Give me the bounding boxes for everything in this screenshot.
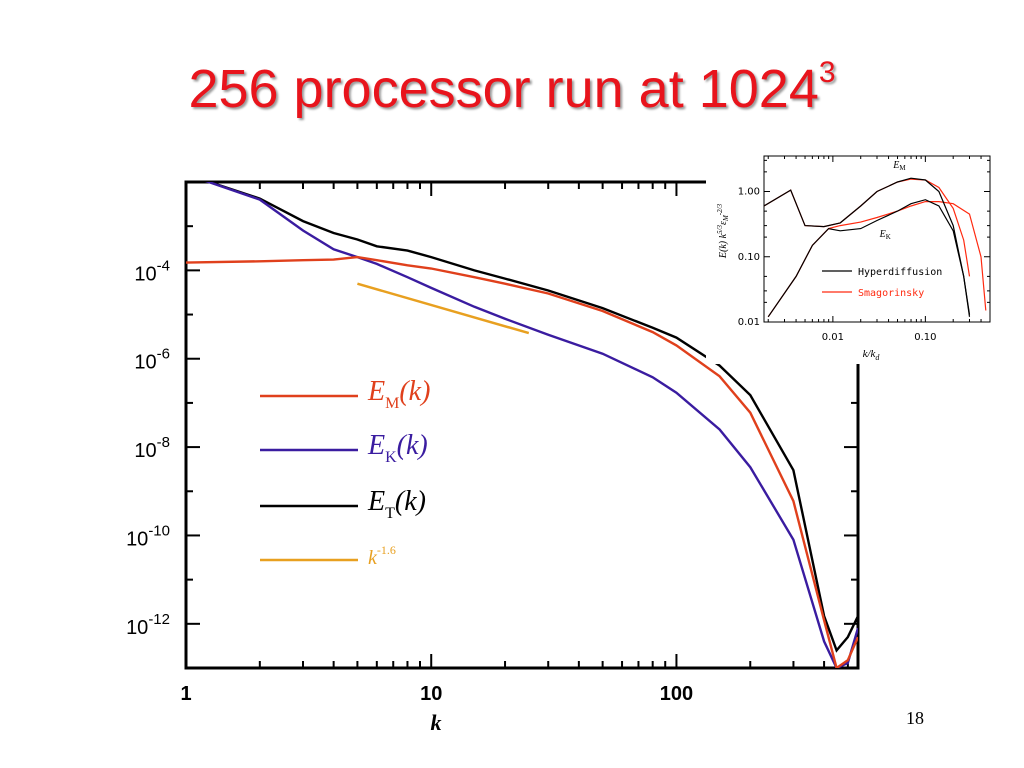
- legend-label: ET(k): [367, 486, 426, 522]
- inset-legend-label: Smagorinsky: [858, 288, 924, 299]
- x-tick-label: 1: [180, 683, 191, 705]
- y-tick-label: 10-4: [134, 257, 170, 285]
- inset-y-tick-label: 0.10: [738, 252, 760, 263]
- inset-y-axis-label: E(k) k5/3εM-2/3: [716, 203, 730, 259]
- slide-title-superscript: 3: [818, 56, 836, 89]
- y-tick-label: 10-12: [126, 611, 170, 639]
- inset-series-line-hyperdiffusion-em: [764, 177, 971, 317]
- x-axis-label: k: [431, 710, 442, 735]
- inset-compensated-spectrum-chart: 0.01 0.10 1.00 0.10 0.01 k/kd E(k) k5/3εM-2/3 E…: [706, 152, 996, 364]
- y-tick-label: 10-10: [126, 522, 170, 550]
- page-number: 18: [906, 708, 924, 728]
- inset-y-tick-label: 1.00: [738, 187, 760, 198]
- inset-y-tick-label: 0.01: [738, 317, 760, 328]
- inset-x-tick-label: 0.10: [914, 332, 936, 343]
- slide-title: 256 processor run at 10243: [0, 56, 1024, 120]
- y-tick-label: 10-6: [134, 346, 170, 374]
- inset-annotation: EM: [892, 160, 906, 172]
- inset-x-axis-label: k/kd: [863, 348, 881, 362]
- x-tick-label: 100: [660, 683, 693, 705]
- legend-label: EM(k): [367, 376, 430, 412]
- series-line-e-t: [205, 182, 858, 653]
- inset-x-tick-label: 0.01: [822, 332, 844, 343]
- inset-background: [706, 152, 996, 364]
- inset-legend-label: Hyperdiffusion: [858, 267, 942, 278]
- legend-label: k-1.6: [368, 543, 396, 569]
- series-line-e-k: [204, 182, 858, 668]
- x-tick-label: 10: [420, 683, 442, 705]
- slide-title-text: 256 processor run at 1024: [188, 59, 819, 119]
- y-tick-label: 10-8: [134, 434, 170, 462]
- series-line-k-power: [357, 282, 530, 335]
- legend-label: EK(k): [367, 430, 428, 466]
- plot-frame: [184, 180, 860, 670]
- inset-annotation: EK: [879, 229, 891, 241]
- series-line-e-m: [186, 255, 858, 668]
- inset-series-line-hyperdiffusion-ek: [767, 199, 971, 318]
